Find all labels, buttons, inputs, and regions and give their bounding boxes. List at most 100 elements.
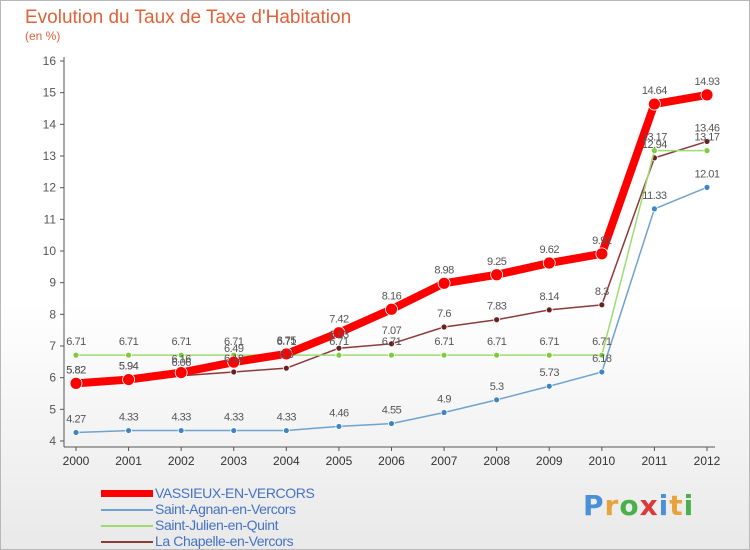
- data-label: 12.01: [694, 168, 719, 180]
- legend-swatch: [101, 490, 153, 497]
- data-point: [385, 302, 398, 316]
- x-tick-label: 2006: [378, 454, 405, 468]
- data-point: [440, 409, 448, 416]
- data-label: 4.33: [277, 412, 297, 424]
- data-point: [493, 396, 501, 404]
- data-point: [598, 351, 606, 359]
- x-tick-label: 2005: [326, 454, 353, 468]
- data-label: 8.14: [540, 291, 560, 303]
- y-tick-label: 9: [49, 276, 56, 290]
- logo-letter: r: [604, 489, 620, 522]
- data-point: [598, 368, 606, 376]
- data-point: [651, 205, 658, 213]
- data-label: 6.3: [279, 349, 293, 361]
- data-label: 6.16: [171, 354, 191, 366]
- y-tick-label: 6: [49, 371, 56, 385]
- data-label: 6.71: [382, 336, 402, 348]
- data-label: 7.42: [329, 314, 349, 326]
- data-label: 5.82: [66, 364, 86, 376]
- data-point: [440, 323, 448, 331]
- data-label: 13.46: [694, 122, 719, 134]
- data-point: [545, 382, 553, 390]
- data-point: [703, 138, 711, 145]
- data-label: 6.71: [171, 336, 191, 348]
- data-point: [388, 340, 395, 348]
- data-point: [72, 351, 80, 359]
- data-label: 14.93: [694, 76, 719, 88]
- logo-letter: i: [658, 489, 670, 522]
- data-point: [174, 366, 188, 380]
- data-label: 6.06: [171, 357, 191, 369]
- x-tick-label: 2011: [642, 454, 668, 468]
- logo-letter: P: [583, 489, 605, 522]
- x-tick-label: 2001: [115, 454, 142, 468]
- data-label: 6.71: [592, 336, 612, 348]
- data-label: 6.71: [119, 336, 139, 348]
- data-label: 6.71: [434, 336, 454, 348]
- data-point: [335, 423, 343, 430]
- y-tick-label: 10: [43, 244, 57, 258]
- data-point: [440, 351, 448, 359]
- data-point: [703, 147, 711, 155]
- data-label: 9.25: [487, 256, 507, 268]
- x-tick-label: 2003: [220, 454, 247, 468]
- data-label: 14.64: [642, 85, 667, 97]
- proxiti-logo: Proxiti: [583, 489, 694, 522]
- y-tick-label: 8: [49, 307, 56, 321]
- x-tick-label: 2008: [483, 454, 510, 468]
- data-point: [279, 347, 293, 361]
- data-point: [437, 276, 451, 290]
- data-label: 7.83: [487, 301, 507, 313]
- data-label: 6.93: [329, 329, 349, 341]
- data-point: [230, 427, 238, 434]
- y-tick-label: 4: [49, 434, 56, 448]
- y-tick-label: 12: [43, 181, 57, 195]
- legend-label: Saint-Julien-en-Quint: [155, 517, 279, 533]
- data-label: 7.6: [437, 308, 451, 320]
- x-tick-label: 2010: [588, 454, 615, 468]
- data-point: [703, 183, 711, 191]
- data-point: [493, 316, 501, 324]
- x-tick-label: 2009: [536, 454, 563, 468]
- data-label: 7.07: [382, 325, 402, 337]
- x-tick-label: 2004: [273, 454, 300, 468]
- data-point: [122, 373, 135, 386]
- logo-letter: i: [683, 489, 695, 522]
- data-point: [700, 88, 714, 102]
- data-point: [388, 420, 395, 427]
- data-label: 5.73: [540, 367, 560, 379]
- data-label: 6.71: [224, 336, 244, 348]
- data-label: 9.62: [540, 244, 560, 256]
- data-label: 4.33: [224, 412, 244, 424]
- data-label: 8.98: [434, 264, 454, 276]
- y-tick-label: 5: [49, 402, 56, 416]
- data-label: 6.71: [487, 336, 507, 348]
- y-tick-label: 15: [43, 86, 57, 100]
- data-point: [282, 427, 290, 434]
- data-label: 5.94: [119, 361, 139, 373]
- data-label: 4.9: [437, 394, 451, 406]
- data-label: 5.3: [490, 381, 504, 393]
- y-tick-label: 11: [44, 212, 57, 226]
- legend-swatch: [101, 541, 153, 543]
- data-point: [595, 247, 609, 261]
- data-point: [651, 147, 658, 155]
- chart-title: Evolution du Taux de Taxe d'Habitation: [25, 7, 352, 28]
- data-label: 13.17: [642, 132, 667, 144]
- legend-label: Saint-Agnan-en-Vercors: [155, 501, 296, 517]
- data-label: 6.49: [224, 343, 244, 355]
- data-point: [545, 306, 553, 314]
- data-label: 6.71: [277, 336, 297, 348]
- chart-unit: (en %): [25, 29, 61, 43]
- data-label: 5.82: [66, 364, 86, 376]
- line-chart: 4 5 6 7 8 9 10 11 12 13 14 15 16 2000 2001 2002 2003 2004…: [43, 54, 721, 468]
- data-point: [388, 351, 395, 359]
- logo-letter: o: [619, 489, 640, 522]
- legend-swatch: [101, 509, 153, 511]
- logo-letter: t: [669, 489, 684, 522]
- data-point: [493, 351, 501, 359]
- data-point: [72, 429, 80, 436]
- legend-swatch: [101, 525, 153, 527]
- x-tick-label: 2002: [168, 454, 195, 468]
- data-label: 13.17: [694, 132, 719, 144]
